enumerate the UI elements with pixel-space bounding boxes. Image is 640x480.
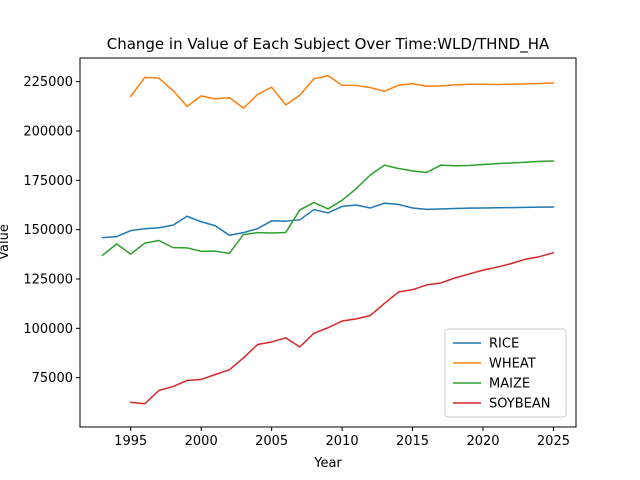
- x-tick-label: 2000: [185, 434, 218, 449]
- plot-frame: [79, 57, 577, 428]
- legend-label-rice: RICE: [489, 337, 519, 352]
- series-line-rice: [101, 202, 555, 239]
- x-axis-title: Year: [313, 456, 342, 471]
- x-tick-label: 2025: [537, 434, 570, 449]
- y-tick-label: 100000: [23, 322, 73, 337]
- x-axis: 1995 2000 2005 2010 2015 2020 2025: [114, 427, 570, 449]
- series-line-soybean: [129, 251, 555, 405]
- y-tick-label: 150000: [23, 223, 73, 238]
- y-axis-title: Value: [0, 224, 12, 260]
- legend-label-soybean: SOYBEAN: [489, 397, 550, 412]
- legend-label-wheat: WHEAT: [489, 357, 536, 372]
- y-axis: 75000 100000 125000 150000 175000 200000 22500…: [23, 75, 80, 386]
- y-tick-label: 75000: [32, 371, 73, 386]
- x-tick-label: 2010: [326, 434, 359, 449]
- y-tick-label: 125000: [23, 273, 73, 288]
- legend-box: [444, 328, 567, 418]
- x-tick-label: 2020: [466, 434, 499, 449]
- x-tick-label: 2015: [396, 434, 429, 449]
- legend: RICE WHEAT MAIZE SOYBEAN: [444, 328, 567, 418]
- x-tick-label: 2005: [255, 434, 288, 449]
- legend-label-maize: MAIZE: [489, 377, 530, 392]
- x-tick-label: 1995: [114, 434, 147, 449]
- series-line-maize: [101, 160, 555, 257]
- chart-title: Change in Value of Each Subject Over Tim…: [107, 35, 550, 54]
- y-tick-label: 225000: [23, 75, 73, 90]
- y-tick-label: 175000: [23, 174, 73, 189]
- y-tick-label: 200000: [23, 125, 73, 140]
- plot-area: [101, 75, 555, 405]
- series-line-wheat: [129, 75, 555, 109]
